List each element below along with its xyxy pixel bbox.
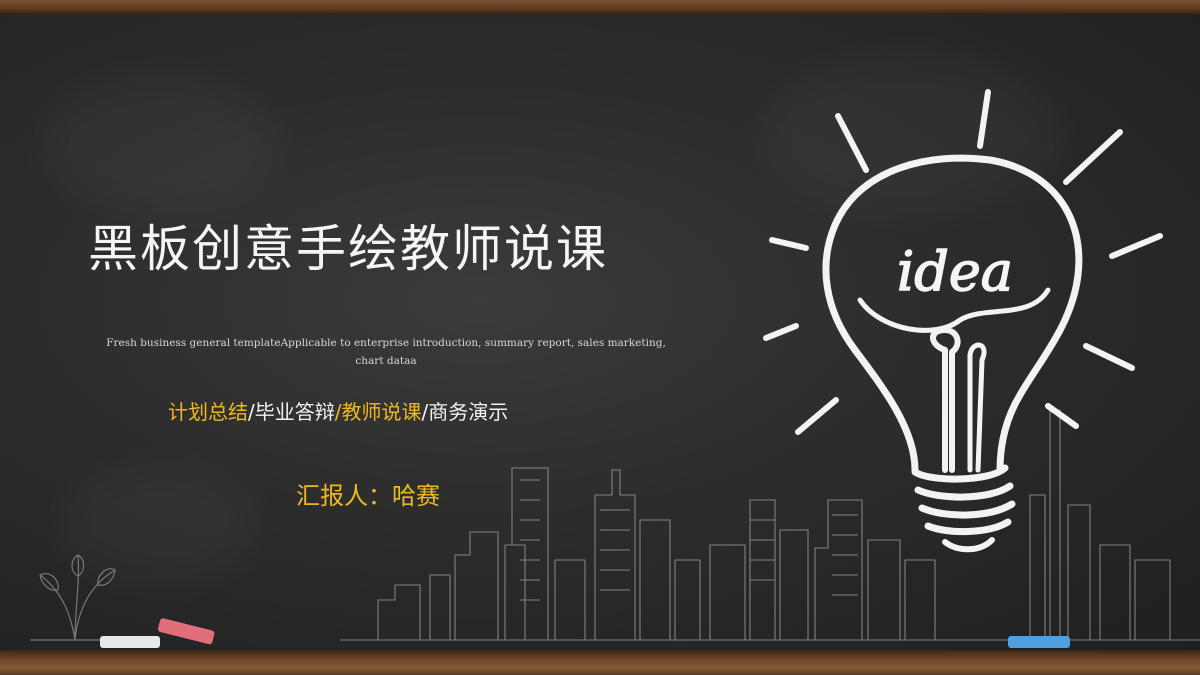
- topic-tags: 计划总结/毕业答辩/教师说课/商务演示: [168, 396, 508, 425]
- bulb-word: idea: [897, 240, 1013, 303]
- tag-item: 商务演示: [428, 400, 509, 424]
- tag-separator: /: [421, 400, 429, 424]
- tag-item: 教师说课: [341, 400, 422, 424]
- blue-chalk[interactable]: [1008, 636, 1070, 648]
- reporter-line: 汇报人：哈赛: [296, 482, 440, 510]
- wood-frame-top: [0, 0, 1200, 14]
- tag-separator: /: [334, 400, 342, 424]
- white-chalk[interactable]: [100, 636, 160, 648]
- tag-separator: /: [248, 400, 255, 424]
- wood-frame-bottom: [0, 650, 1200, 675]
- slide-subtitle: Fresh business general templateApplicabl…: [106, 337, 666, 367]
- tag-item: 计划总结: [168, 400, 248, 424]
- pink-chalk[interactable]: [157, 618, 215, 645]
- tag-item: 毕业答辩: [254, 400, 335, 424]
- slide-title: 黑板创意手绘教师说课: [88, 220, 608, 278]
- chalkboard: [0, 14, 1200, 650]
